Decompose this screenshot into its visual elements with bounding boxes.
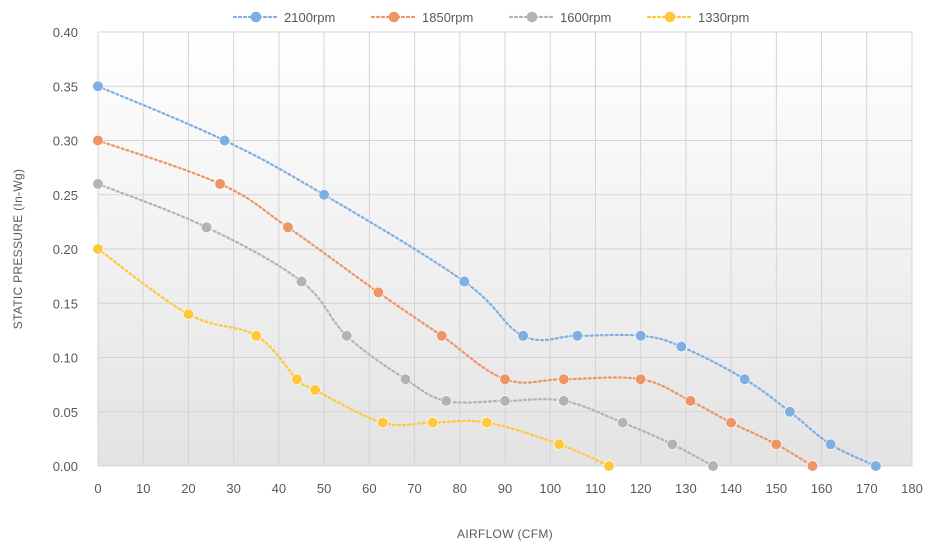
data-point <box>214 178 226 190</box>
legend-marker <box>526 11 538 23</box>
data-point <box>739 373 751 385</box>
legend-marker <box>388 11 400 23</box>
legend-item: 2100rpm <box>232 10 335 25</box>
legend-label: 1850rpm <box>422 10 473 25</box>
data-point <box>558 373 570 385</box>
legend-item: 1600rpm <box>508 10 611 25</box>
x-tick-label: 140 <box>720 481 742 496</box>
x-tick-label: 110 <box>585 481 606 496</box>
data-point <box>200 221 213 233</box>
data-point <box>282 221 294 233</box>
x-tick-label: 0 <box>94 481 101 496</box>
data-point <box>436 330 448 342</box>
series-line <box>96 247 611 468</box>
legend-label: 2100rpm <box>284 10 335 25</box>
x-tick-label: 30 <box>226 481 240 496</box>
data-point <box>770 438 782 450</box>
data-point <box>92 178 104 190</box>
series-layer <box>92 80 882 472</box>
data-point <box>219 134 231 147</box>
x-tick-label: 160 <box>811 481 833 496</box>
x-tick-label: 20 <box>181 481 195 496</box>
legend-item: 1850rpm <box>370 10 473 25</box>
legend-label: 1330rpm <box>698 10 749 25</box>
x-tick-label: 60 <box>362 481 376 496</box>
data-point <box>499 373 511 385</box>
x-tick-label: 40 <box>272 481 286 496</box>
x-tick-label: 100 <box>539 481 561 496</box>
x-tick-label: 10 <box>136 481 150 496</box>
x-tick-label: 50 <box>317 481 331 496</box>
x-tick-label: 170 <box>856 481 878 496</box>
y-tick-labels: 0.00 0.05 0.10 0.15 0.20 0.25 0.30 0.35 0.40 <box>53 25 78 474</box>
series-1600rpm <box>92 178 719 472</box>
data-point <box>481 417 493 429</box>
data-point <box>870 460 882 472</box>
data-point <box>517 330 529 342</box>
data-point <box>707 460 719 472</box>
legend-marker <box>250 11 262 23</box>
data-point <box>182 308 195 320</box>
y-tick-label: 0.20 <box>53 242 78 257</box>
data-point <box>318 189 330 201</box>
data-point <box>372 286 384 299</box>
x-axis-title: AIRFLOW (CFM) <box>457 527 553 541</box>
y-tick-label: 0.30 <box>53 134 78 149</box>
x-tick-label: 70 <box>407 481 421 496</box>
series-1330rpm <box>92 243 615 472</box>
data-point <box>784 406 796 418</box>
data-point <box>571 330 583 342</box>
y-tick-label: 0.40 <box>53 25 78 40</box>
data-point <box>824 438 837 450</box>
data-point <box>684 395 697 407</box>
legend: 2100rpm 1850rpm 1600rpm 1330rpm <box>232 10 749 25</box>
data-point <box>635 330 647 342</box>
x-tick-label: 180 <box>901 481 923 496</box>
data-point <box>341 330 353 342</box>
series-2100rpm <box>92 80 882 472</box>
data-point <box>725 417 737 429</box>
data-point <box>250 330 262 342</box>
data-point <box>377 417 389 429</box>
data-point <box>666 438 678 450</box>
y-tick-label: 0.25 <box>53 188 78 203</box>
series-1850rpm <box>92 134 819 472</box>
data-point <box>616 417 629 429</box>
series-line <box>96 182 715 468</box>
data-point <box>427 417 439 429</box>
data-point <box>558 395 570 407</box>
y-tick-label: 0.05 <box>53 405 78 420</box>
x-tick-label: 150 <box>765 481 787 496</box>
data-point <box>440 395 452 407</box>
data-point <box>309 384 321 396</box>
x-tick-label: 130 <box>675 481 697 496</box>
data-point <box>635 373 647 385</box>
data-point <box>499 395 511 407</box>
x-tick-label: 80 <box>453 481 467 496</box>
data-point <box>291 373 303 385</box>
data-point <box>553 438 565 450</box>
data-point <box>806 460 819 472</box>
y-axis-title: STATIC PRESSURE (In-Wg) <box>11 169 25 329</box>
data-point <box>675 341 687 353</box>
x-tick-label: 120 <box>630 481 652 496</box>
data-point <box>92 134 104 147</box>
legend-item: 1330rpm <box>646 10 749 25</box>
legend-label: 1600rpm <box>560 10 611 25</box>
data-point <box>295 275 308 288</box>
data-point <box>92 80 104 92</box>
data-point <box>458 275 470 288</box>
data-point <box>92 243 104 255</box>
y-tick-label: 0.35 <box>53 79 78 94</box>
y-tick-label: 0.10 <box>53 351 78 366</box>
y-tick-label: 0.00 <box>53 459 78 474</box>
legend-marker <box>664 11 676 23</box>
data-point <box>603 460 615 472</box>
data-point <box>399 373 412 385</box>
x-tick-labels: 0 10 20 30 40 50 60 70 80 90 100 110 120 130 140 150 160… <box>94 481 922 496</box>
x-tick-label: 90 <box>498 481 512 496</box>
y-tick-label: 0.15 <box>53 296 78 311</box>
